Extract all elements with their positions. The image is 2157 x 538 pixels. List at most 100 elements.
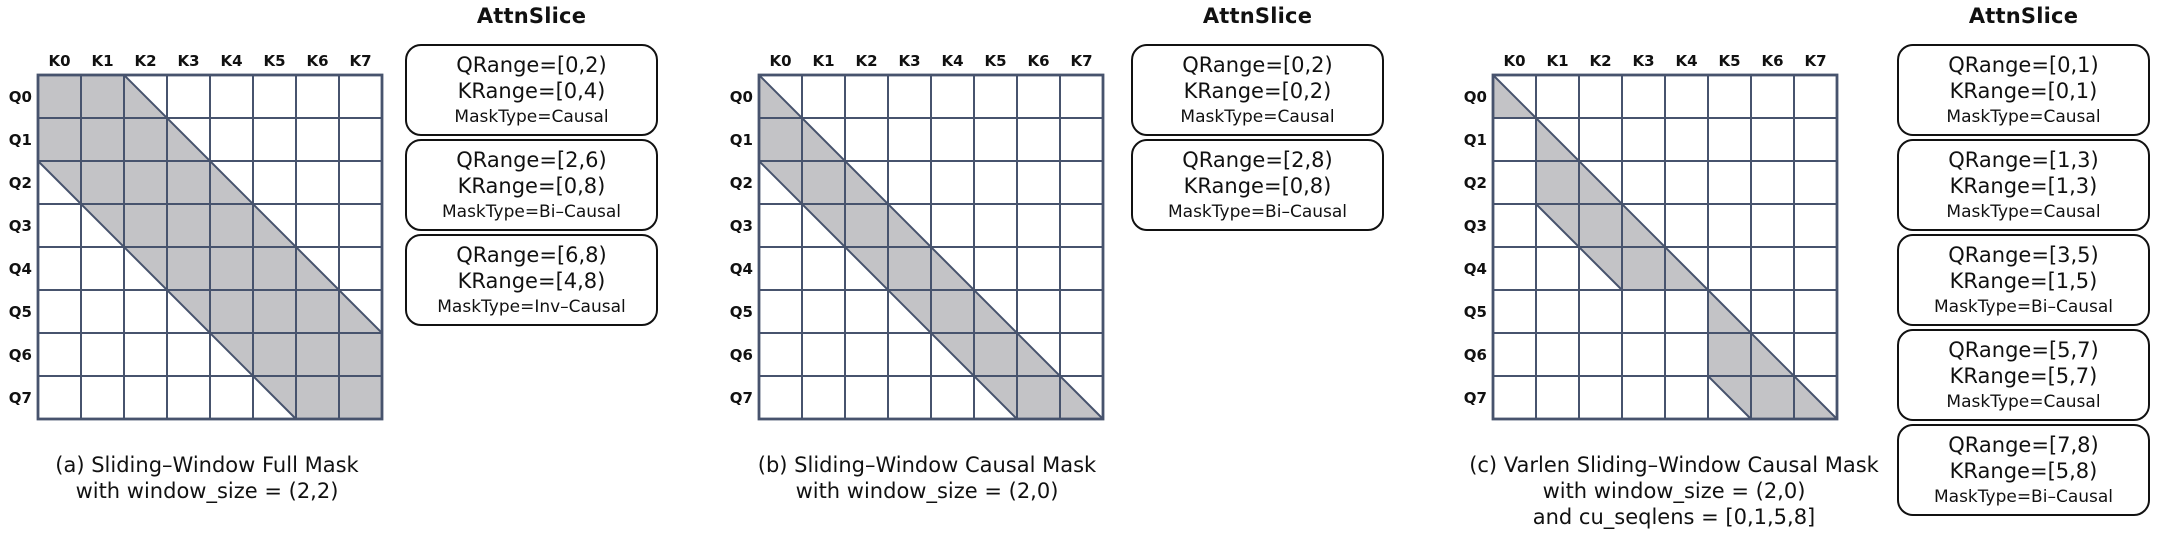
q-label: Q6 (8, 345, 32, 364)
attn-slice-boxes: QRange=[0,1) KRange=[0,1) MaskType=Causal Q… (1897, 44, 2150, 519)
attn-slice-box: QRange=[0,2) KRange=[0,4) MaskType=Causal (405, 44, 658, 136)
attnslice-title: AttnSlice (476, 4, 587, 28)
k-label: K7 (1070, 52, 1093, 70)
slice-krange: KRange=[4,8) (457, 269, 606, 293)
q-axis-labels: Q0 Q1 Q2 Q3 Q4 Q5 Q6 Q7 (1455, 75, 1487, 419)
k-axis-labels: K0 K1 K2 K3 K4 K5 K6 K7 (38, 51, 382, 71)
slice-qrange: QRange=[2,6) (456, 148, 607, 172)
slice-krange: KRange=[5,7) (1949, 364, 2098, 388)
q-label: Q5 (8, 302, 32, 321)
attn-slice-box: QRange=[1,3) KRange=[1,3) MaskType=Causal (1897, 139, 2150, 231)
k-label: K6 (306, 52, 329, 70)
q-label: Q7 (1463, 388, 1487, 407)
slice-krange: KRange=[1,3) (1949, 174, 2098, 198)
q-label: Q3 (729, 216, 753, 235)
slice-qrange: QRange=[1,3) (1948, 148, 2099, 172)
k-label: K2 (855, 52, 878, 70)
k-label: K7 (349, 52, 372, 70)
k-label: K0 (1503, 52, 1526, 70)
q-label: Q0 (729, 87, 753, 106)
attention-mask-grid (36, 73, 384, 421)
mask-region (1707, 289, 1838, 420)
slice-masktype: MaskType=Causal (1946, 107, 2101, 127)
attn-slice-box: QRange=[7,8) KRange=[5,8) MaskType=Bi–Caus… (1897, 424, 2150, 516)
slice-masktype: MaskType=Causal (1946, 202, 2101, 222)
slice-masktype: MaskType=Inv–Causal (437, 297, 626, 317)
attention-mask-grid (757, 73, 1105, 421)
slice-masktype: MaskType=Bi–Causal (441, 202, 622, 222)
slice-qrange: QRange=[2,8) (1182, 148, 1333, 172)
slice-masktype: MaskType=Causal (454, 107, 609, 127)
grid-border (1491, 73, 1839, 421)
k-label: K3 (898, 52, 921, 70)
panel-caption: (a) Sliding–Window Full Mask with window_… (0, 452, 432, 504)
slice-krange: KRange=[1,5) (1949, 269, 2098, 293)
slice-masktype: MaskType=Causal (1180, 107, 1335, 127)
slice-qrange: QRange=[3,5) (1948, 243, 2099, 267)
k-label: K2 (1589, 52, 1612, 70)
q-label: Q2 (8, 173, 32, 192)
slice-qrange: QRange=[0,2) (1182, 53, 1333, 77)
caption-line: (c) Varlen Sliding–Window Causal Mask (1469, 453, 1879, 477)
slice-krange: KRange=[0,8) (457, 174, 606, 198)
q-label: Q1 (1463, 130, 1487, 149)
k-label: K1 (1546, 52, 1569, 70)
q-label: Q4 (1463, 259, 1487, 278)
attn-slice-boxes: QRange=[0,2) KRange=[0,2) MaskType=Causal Q… (1131, 44, 1384, 234)
attn-slice-box: QRange=[0,1) KRange=[0,1) MaskType=Causal (1897, 44, 2150, 136)
panel-sliding-window-causal-mask: AttnSlice K0 K1 K2 K3 K4 K5 K6 K7 Q0 Q1 Q2 Q3 Q4 Q5 Q… (720, 0, 1439, 538)
attn-slice-box: QRange=[5,7) KRange=[5,7) MaskType=Causal (1897, 329, 2150, 421)
k-label: K4 (220, 52, 243, 70)
q-label: Q6 (1463, 345, 1487, 364)
slice-qrange: QRange=[0,2) (456, 53, 607, 77)
q-label: Q2 (729, 173, 753, 192)
slice-qrange: QRange=[0,1) (1948, 53, 2099, 77)
slice-masktype: MaskType=Bi–Causal (1933, 487, 2114, 507)
attn-slice-box: QRange=[2,6) KRange=[0,8) MaskType=Bi–Caus… (405, 139, 658, 231)
q-label: Q4 (8, 259, 32, 278)
slice-masktype: MaskType=Causal (1946, 392, 2101, 412)
q-label: Q6 (729, 345, 753, 364)
k-label: K6 (1761, 52, 1784, 70)
attn-slice-box: QRange=[6,8) KRange=[4,8) MaskType=Inv–Cau… (405, 234, 658, 326)
k-label: K3 (1632, 52, 1655, 70)
panel-sliding-window-full-mask: AttnSlice K0 K1 K2 K3 K4 K5 K6 K7 Q0 Q1 Q2 Q3 Q4 Q5 Q… (0, 0, 719, 538)
q-axis-labels: Q0 Q1 Q2 Q3 Q4 Q5 Q6 Q7 (0, 75, 32, 419)
caption-line: and cu_seqlens = [0,1,5,8] (1532, 505, 1816, 529)
k-axis-labels: K0 K1 K2 K3 K4 K5 K6 K7 (1493, 51, 1837, 71)
k-axis-labels: K0 K1 K2 K3 K4 K5 K6 K7 (759, 51, 1103, 71)
mask-region (1492, 74, 1537, 119)
caption-line: (a) Sliding–Window Full Mask (55, 453, 359, 477)
k-label: K4 (941, 52, 964, 70)
attn-slice-box: QRange=[2,8) KRange=[0,8) MaskType=Bi–Caus… (1131, 139, 1384, 231)
slice-masktype: MaskType=Bi–Causal (1933, 297, 2114, 317)
k-label: K1 (91, 52, 114, 70)
slice-krange: KRange=[0,1) (1949, 79, 2098, 103)
attnslice-title: AttnSlice (1202, 4, 1313, 28)
attn-slice-boxes: QRange=[0,2) KRange=[0,4) MaskType=Causal Q… (405, 44, 658, 329)
k-label: K5 (984, 52, 1007, 70)
caption-line: with window_size = (2,0) (795, 479, 1059, 503)
panel-varlen-sliding-window-causal-mask: AttnSlice K0 K1 K2 K3 K4 K5 K6 K7 Q0 Q1 Q2 Q3 Q4 Q5 Q… (1438, 0, 2157, 538)
slice-masktype: MaskType=Bi–Causal (1167, 202, 1348, 222)
slice-krange: KRange=[5,8) (1949, 459, 2098, 483)
attn-slice-box: QRange=[3,5) KRange=[1,5) MaskType=Bi–Caus… (1897, 234, 2150, 326)
k-label: K5 (1718, 52, 1741, 70)
panel-caption: (c) Varlen Sliding–Window Causal Mask wit… (1449, 452, 1899, 530)
slice-krange: KRange=[0,2) (1183, 79, 1332, 103)
slice-krange: KRange=[0,8) (1183, 174, 1332, 198)
q-label: Q5 (1463, 302, 1487, 321)
k-label: K0 (48, 52, 71, 70)
k-label: K1 (812, 52, 835, 70)
q-label: Q3 (8, 216, 32, 235)
k-label: K7 (1804, 52, 1827, 70)
q-label: Q2 (1463, 173, 1487, 192)
attention-mask-grid (1491, 73, 1839, 421)
grid-border (757, 73, 1105, 421)
grid-border (36, 73, 384, 421)
q-label: Q3 (1463, 216, 1487, 235)
q-label: Q0 (8, 87, 32, 106)
caption-line: (b) Sliding–Window Causal Mask (757, 453, 1097, 477)
k-label: K6 (1027, 52, 1050, 70)
